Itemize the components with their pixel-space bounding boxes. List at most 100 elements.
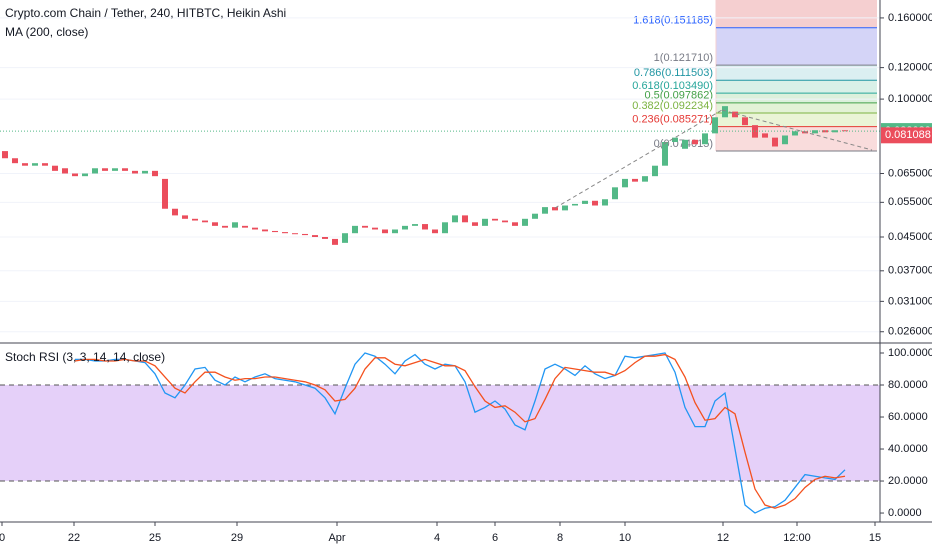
candle-body	[162, 178, 168, 209]
candle-body	[212, 222, 218, 226]
x-tick-label: 12	[717, 532, 729, 544]
candle-body	[442, 222, 448, 234]
y-tick-label: 0.055000	[888, 196, 932, 208]
price-pane	[0, 17, 880, 333]
candle-body	[372, 227, 378, 230]
candle-body	[22, 163, 28, 166]
candle-body	[462, 215, 468, 223]
candle-body	[252, 227, 258, 230]
x-tick-label: 0	[0, 532, 5, 544]
candle-body	[352, 225, 358, 234]
candle-body	[72, 173, 78, 177]
candle-body	[132, 170, 138, 174]
candle-body	[392, 229, 398, 234]
fib-label: 1(0.121710)	[654, 52, 713, 64]
candle-body	[552, 207, 558, 211]
candle-body	[432, 229, 438, 234]
candle-body	[712, 117, 718, 134]
y-tick-label: 0.045000	[888, 231, 932, 243]
fib-zone	[716, 65, 877, 81]
candle-body	[262, 229, 268, 232]
y-tick-label: 40.0000	[888, 443, 928, 455]
y-tick-label: 0.100000	[888, 93, 932, 105]
candle-body	[292, 233, 298, 235]
candle-body	[272, 230, 278, 233]
price-tag-label: 0.081088	[885, 129, 931, 141]
y-tick-label: 60.0000	[888, 411, 928, 423]
candle-body	[832, 130, 838, 133]
candle-body	[382, 229, 388, 234]
candle-body	[82, 173, 88, 177]
fib-label: 0.786(0.111503)	[634, 67, 713, 79]
candle-body	[762, 133, 768, 138]
candle-body	[672, 137, 678, 143]
fib-retracement: 1.618(0.151185) 1(0.121710) 0.786(0.111503…	[632, 0, 877, 152]
candle-body	[422, 224, 428, 230]
candle-body	[772, 137, 778, 147]
candle-body	[502, 220, 508, 223]
candle-body	[782, 135, 788, 145]
candle-body	[472, 222, 478, 226]
candle-body	[322, 236, 328, 239]
candle-body	[172, 208, 178, 216]
x-tick-label: 10	[619, 532, 631, 544]
fib-label: 0.618(0.103490)	[632, 80, 713, 92]
candle-body	[692, 139, 698, 145]
candle-body	[812, 130, 818, 134]
candle-body	[682, 139, 688, 149]
candle-body	[122, 168, 128, 171]
y-tick-label: 80.0000	[888, 379, 928, 391]
candle-body	[542, 207, 548, 214]
candle-body	[142, 170, 148, 174]
candle-body	[652, 165, 658, 177]
candle-body	[452, 215, 458, 223]
x-tick-label: 22	[68, 532, 80, 544]
y-tick-label: 0.026000	[888, 326, 932, 338]
candle-body	[632, 178, 638, 182]
fib-label: 0.382(0.092234)	[632, 100, 713, 112]
candle-body	[582, 200, 588, 204]
candle-body	[622, 178, 628, 188]
candle-body	[562, 205, 568, 211]
stoch-pane	[0, 352, 880, 514]
candle-body	[512, 222, 518, 226]
candle-body	[312, 235, 318, 237]
y-tick-label: 0.065000	[888, 167, 932, 179]
band-fill	[0, 385, 880, 482]
price-tag	[881, 127, 932, 144]
candle-body	[2, 151, 8, 159]
stoch-line	[74, 353, 846, 509]
fib-zone	[716, 0, 877, 28]
fib-zone	[716, 113, 877, 127]
candle-body	[722, 106, 728, 118]
candle-body	[572, 203, 578, 206]
y-tick-label: 0.120000	[888, 62, 932, 74]
axes: 0.160000 0.120000 0.100000 0.065000 0.055000…	[0, 12, 932, 544]
candle-body	[92, 168, 98, 174]
x-tick-label: 12:00	[783, 532, 811, 544]
candle-body	[602, 199, 608, 206]
candle-body	[332, 238, 338, 245]
candle-body	[522, 218, 528, 226]
candle-body	[152, 170, 158, 177]
x-tick-label: 8	[557, 532, 563, 544]
candle-body	[192, 218, 198, 221]
x-tick-label: 29	[231, 532, 243, 544]
candle-body	[242, 225, 248, 228]
chart-title: Crypto.com Chain / Tether, 240, HITBTC, …	[5, 6, 286, 20]
y-tick-label: 100.0000	[888, 347, 932, 359]
candle-body	[232, 222, 238, 228]
indicator-title: Stoch RSI (3, 3, 14, 14, close)	[5, 350, 165, 364]
y-tick-label: 20.0000	[888, 475, 928, 487]
candle-body	[32, 163, 38, 166]
candle-body	[52, 165, 58, 171]
candle-body	[182, 215, 188, 219]
candle-body	[482, 218, 488, 226]
x-tick-label: 25	[149, 532, 161, 544]
x-tick-label: 4	[434, 532, 440, 544]
candle-body	[642, 176, 648, 182]
x-tick-label: Apr	[328, 532, 345, 544]
candle-body	[412, 224, 418, 226]
candle-body	[302, 233, 308, 236]
candle-body	[702, 133, 708, 145]
